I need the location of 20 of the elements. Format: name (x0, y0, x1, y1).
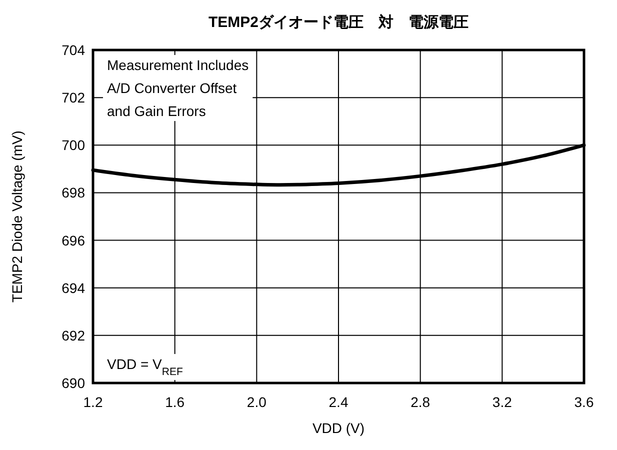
y-tick-label: 700 (62, 137, 86, 154)
y-tick-label: 696 (62, 232, 86, 248)
x-tick-label: 1.2 (83, 394, 103, 410)
x-axis-title: VDD (V) (312, 420, 365, 436)
x-tick-label: 2.8 (410, 394, 430, 410)
y-tick-label: 692 (62, 327, 86, 344)
y-tick-label: 690 (62, 375, 86, 391)
chart-title: TEMP2ダイオード電圧 対 電源電圧 (208, 13, 469, 31)
y-tick-label: 694 (62, 280, 86, 296)
y-tick-label: 702 (62, 90, 86, 106)
x-tick-label: 1.6 (165, 394, 185, 410)
y-axis-title: TEMP2 Diode Voltage (mV) (9, 130, 25, 302)
annotation: Measurement Includes A/D Converter Offset and Gain Errors (103, 55, 253, 121)
x-tick-label: 3.2 (492, 394, 512, 410)
x-tick-label: 3.6 (574, 394, 594, 410)
annotation: VDD = V$_{REF}$ (107, 356, 183, 378)
y-tick-label: 698 (62, 184, 86, 201)
x-tick-label: 2.0 (246, 394, 267, 410)
x-tick-label: 2.4 (328, 394, 348, 410)
y-tick-label: 704 (62, 42, 86, 58)
